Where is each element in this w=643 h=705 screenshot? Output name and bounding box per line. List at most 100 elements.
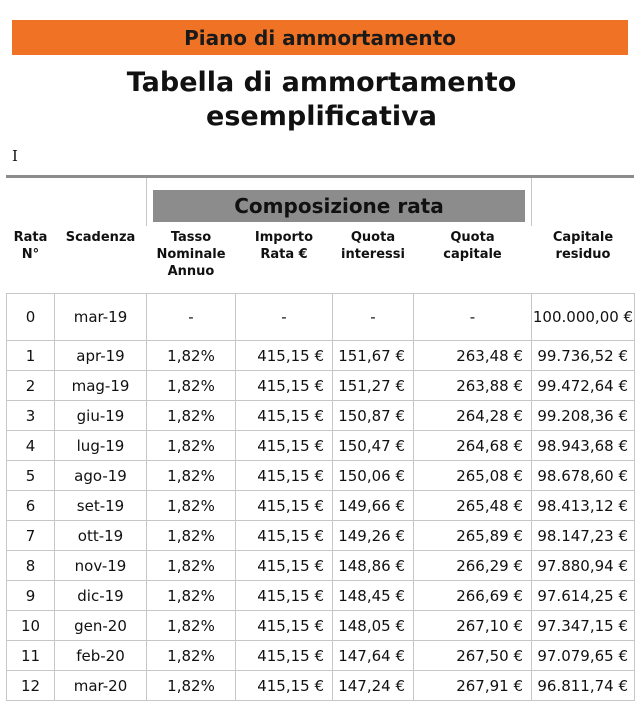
cell-interessi: - xyxy=(332,293,414,341)
cell-tasso: 1,82% xyxy=(146,430,236,461)
cell-scadenza: feb-20 xyxy=(54,640,147,671)
cell-residuo: 99.736,52 € xyxy=(531,340,635,371)
cell-capitale: 263,88 € xyxy=(413,370,532,401)
table-row: 2 mag-19 1,82% 415,15 € 151,27 € 263,88 … xyxy=(6,370,635,401)
header-scadenza: Scadenza xyxy=(65,230,136,245)
cell-tasso: 1,82% xyxy=(146,610,236,641)
cell-scadenza: nov-19 xyxy=(54,550,147,581)
cell-scadenza: giu-19 xyxy=(54,400,147,431)
cell-importo: 415,15 € xyxy=(235,670,333,701)
cell-tasso: 1,82% xyxy=(146,670,236,701)
cell-residuo: 98.413,12 € xyxy=(531,490,635,521)
cell-rata: 9 xyxy=(6,580,55,611)
header-capitale: Quota capitale xyxy=(443,230,502,262)
cell-rata: 7 xyxy=(6,520,55,551)
header-interessi: Quota interessi xyxy=(341,230,405,262)
table-row: 5 ago-19 1,82% 415,15 € 150,06 € 265,08 … xyxy=(6,460,635,491)
cell-residuo: 99.472,64 € xyxy=(531,370,635,401)
cell-scadenza: mag-19 xyxy=(54,370,147,401)
cell-capitale: - xyxy=(413,293,532,341)
cell-rata: 0 xyxy=(6,293,55,341)
cell-importo: 415,15 € xyxy=(235,520,333,551)
cell-rata: 4 xyxy=(6,430,55,461)
cell-interessi: 151,67 € xyxy=(332,340,414,371)
cell-importo: 415,15 € xyxy=(235,460,333,491)
cell-interessi: 149,26 € xyxy=(332,520,414,551)
cell-capitale: 264,68 € xyxy=(413,430,532,461)
cell-rata: 8 xyxy=(6,550,55,581)
cell-interessi: 148,45 € xyxy=(332,580,414,611)
table-row: 1 apr-19 1,82% 415,15 € 151,67 € 263,48 … xyxy=(6,340,635,371)
table-row: 3 giu-19 1,82% 415,15 € 150,87 € 264,28 … xyxy=(6,400,635,431)
cell-tasso: 1,82% xyxy=(146,490,236,521)
table-row: 4 lug-19 1,82% 415,15 € 150,47 € 264,68 … xyxy=(6,430,635,461)
cell-tasso: 1,82% xyxy=(146,400,236,431)
cell-rata: 2 xyxy=(6,370,55,401)
page-title: Tabella di ammortamento esemplificativa xyxy=(0,66,643,134)
cell-capitale: 264,28 € xyxy=(413,400,532,431)
cell-scadenza: ott-19 xyxy=(54,520,147,551)
header-importo: Importo Rata € xyxy=(254,230,314,262)
cell-capitale: 267,91 € xyxy=(413,670,532,701)
cell-capitale: 266,69 € xyxy=(413,580,532,611)
cell-interessi: 151,27 € xyxy=(332,370,414,401)
cell-tasso: 1,82% xyxy=(146,520,236,551)
table-row: 11 feb-20 1,82% 415,15 € 147,64 € 267,50… xyxy=(6,640,635,671)
cell-residuo: 98.943,68 € xyxy=(531,430,635,461)
table-row: 6 set-19 1,82% 415,15 € 149,66 € 265,48 … xyxy=(6,490,635,521)
cell-residuo: 98.678,60 € xyxy=(531,460,635,491)
cell-tasso: 1,82% xyxy=(146,580,236,611)
table-row: 10 gen-20 1,82% 415,15 € 148,05 € 267,10… xyxy=(6,610,635,641)
cell-tasso: 1,82% xyxy=(146,340,236,371)
cell-scadenza: mar-20 xyxy=(54,670,147,701)
title-line-2: esemplificativa xyxy=(206,101,437,132)
cell-interessi: 147,24 € xyxy=(332,670,414,701)
cell-importo: 415,15 € xyxy=(235,490,333,521)
cell-importo: 415,15 € xyxy=(235,340,333,371)
cell-importo: 415,15 € xyxy=(235,370,333,401)
cell-importo: 415,15 € xyxy=(235,400,333,431)
cell-rata: 11 xyxy=(6,640,55,671)
header-rata: Rata N° xyxy=(13,230,48,262)
group-header-cell: Composizione rata xyxy=(146,178,532,226)
cell-scadenza: lug-19 xyxy=(54,430,147,461)
cell-capitale: 265,08 € xyxy=(413,460,532,491)
cell-interessi: 150,87 € xyxy=(332,400,414,431)
cell-capitale: 267,10 € xyxy=(413,610,532,641)
table-row: 8 nov-19 1,82% 415,15 € 148,86 € 266,29 … xyxy=(6,550,635,581)
table-row: 9 dic-19 1,82% 415,15 € 148,45 € 266,69 … xyxy=(6,580,635,611)
cell-residuo: 97.880,94 € xyxy=(531,550,635,581)
table-row: 0 mar-19 - - - - 100.000,00 € xyxy=(6,293,635,341)
cell-capitale: 265,48 € xyxy=(413,490,532,521)
cell-residuo: 97.079,65 € xyxy=(531,640,635,671)
table-row: 12 mar-20 1,82% 415,15 € 147,24 € 267,91… xyxy=(6,670,635,701)
title-line-1: Tabella di ammortamento xyxy=(126,67,517,98)
text-cursor: I xyxy=(12,147,18,165)
cell-rata: 10 xyxy=(6,610,55,641)
cell-scadenza: gen-20 xyxy=(54,610,147,641)
cell-importo: 415,15 € xyxy=(235,610,333,641)
cell-interessi: 150,47 € xyxy=(332,430,414,461)
cell-interessi: 149,66 € xyxy=(332,490,414,521)
amortization-table: Composizione rata Rata N° Scadenza Tasso N… xyxy=(6,178,635,701)
cell-residuo: 96.811,74 € xyxy=(531,670,635,701)
table-row: 7 ott-19 1,82% 415,15 € 149,26 € 265,89 … xyxy=(6,520,635,551)
header-tasso: Tasso Nominale Annuo xyxy=(156,230,226,279)
cell-tasso: 1,82% xyxy=(146,550,236,581)
cell-scadenza: set-19 xyxy=(54,490,147,521)
group-header: Composizione rata xyxy=(153,190,525,222)
cell-rata: 5 xyxy=(6,460,55,491)
cell-importo: 415,15 € xyxy=(235,640,333,671)
cell-rata: 1 xyxy=(6,340,55,371)
cell-residuo: 97.614,25 € xyxy=(531,580,635,611)
header-residuo: Capitale residuo xyxy=(552,230,614,262)
cell-importo: 415,15 € xyxy=(235,550,333,581)
cell-interessi: 148,86 € xyxy=(332,550,414,581)
column-header-row: Rata N° Scadenza Tasso Nominale Annuo Impor… xyxy=(7,226,635,287)
cell-scadenza: dic-19 xyxy=(54,580,147,611)
cell-tasso: 1,82% xyxy=(146,640,236,671)
cell-residuo: 100.000,00 € xyxy=(531,293,635,341)
cell-rata: 6 xyxy=(6,490,55,521)
table-top-rule xyxy=(6,175,634,178)
cell-tasso: 1,82% xyxy=(146,460,236,491)
